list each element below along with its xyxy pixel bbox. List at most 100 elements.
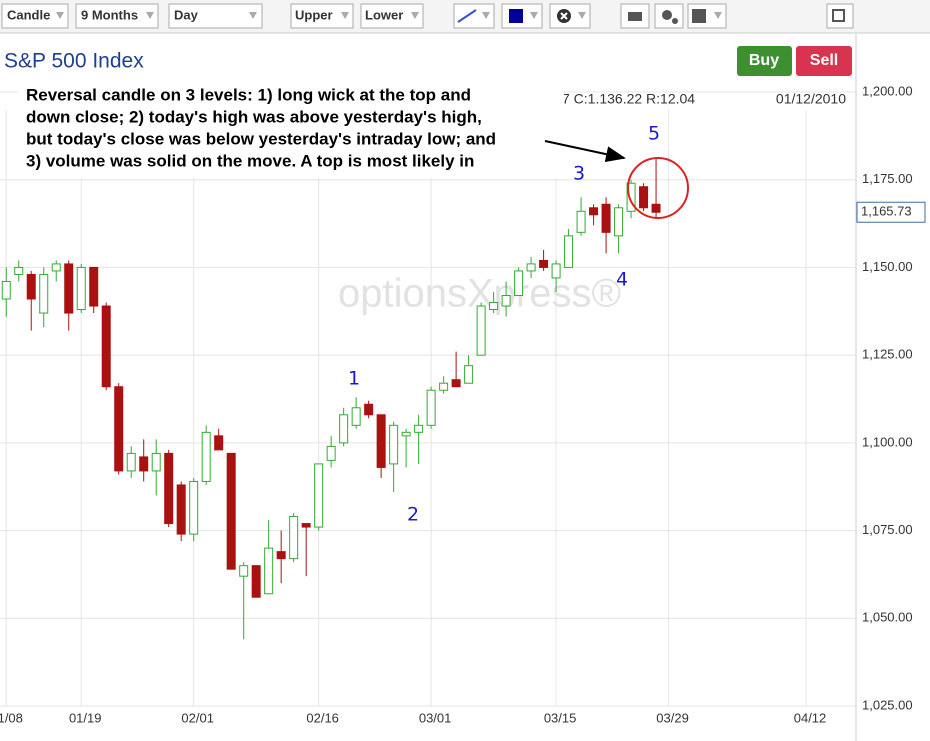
- button-label: Sell: [810, 52, 838, 69]
- candle-body: [539, 259, 549, 268]
- candle-body: [114, 386, 124, 472]
- candle-body: [151, 452, 161, 472]
- x-tick-label: 03/29: [656, 710, 689, 725]
- candle-body: [1, 280, 11, 300]
- candle-body: [239, 565, 249, 577]
- quote-date: 01/12/2010: [776, 91, 846, 107]
- annotation-line: 3) volume was solid on the move. A top i…: [26, 151, 474, 170]
- dropdown-label: Candle: [7, 7, 50, 22]
- candle-body: [264, 547, 274, 595]
- chart-title: S&P 500 Index: [4, 50, 144, 73]
- x-tick-label: 02/16: [306, 710, 339, 725]
- candle-body: [476, 305, 486, 356]
- candle-body: [426, 389, 436, 426]
- y-tick-label: 1,100.00: [862, 434, 913, 449]
- x-tick-label: 04/12: [794, 710, 827, 725]
- save-button[interactable]: [687, 3, 727, 29]
- dropdown-label: Lower: [365, 7, 403, 22]
- candle-body: [26, 273, 36, 300]
- candle-body: [76, 266, 86, 311]
- annotation-number: 2: [407, 504, 419, 526]
- candle-body: [326, 445, 336, 461]
- toolbar: Candle 9 Months Day Upper Lower: [0, 0, 930, 34]
- dropdown[interactable]: Day: [168, 3, 263, 29]
- candle-body: [14, 266, 24, 275]
- annotation-line: down close; 2) today's high was above ye…: [26, 107, 482, 126]
- y-tick-label: 1,125.00: [862, 347, 913, 362]
- annotation-line: but today's close was below yesterday's …: [26, 129, 496, 148]
- dropdown-label: 9 Months: [81, 7, 138, 22]
- y-tick-label: 1,050.00: [862, 610, 913, 625]
- candle-body: [251, 565, 261, 598]
- candle-body: [39, 273, 49, 314]
- x-tick-label: 01/19: [69, 710, 102, 725]
- annotation-number: 5: [648, 123, 660, 145]
- quote-info: 7 C:1.136.22 R:12.04: [562, 91, 695, 107]
- buy-button[interactable]: Buy: [737, 46, 792, 76]
- candle-body: [551, 263, 561, 279]
- candle-body: [389, 424, 399, 465]
- candle-body: [314, 463, 324, 528]
- y-tick-label: 1,200.00: [862, 83, 913, 98]
- candle-body: [226, 452, 236, 570]
- candle-body: [526, 263, 536, 272]
- candle-body: [464, 365, 474, 384]
- last-price-label: 1,165.73: [861, 204, 912, 219]
- x-tick-label: 03/01: [419, 710, 452, 725]
- y-tick-label: 1,150.00: [862, 259, 913, 274]
- candle-body: [639, 186, 649, 209]
- sell-button[interactable]: Sell: [796, 46, 852, 76]
- candle-body: [164, 452, 174, 525]
- dropdown[interactable]: Upper: [290, 3, 354, 29]
- annotation-line: Reversal candle on 3 levels: 1) long wic…: [26, 85, 471, 104]
- y-tick-label: 1,025.00: [862, 697, 913, 712]
- candle-body: [601, 203, 611, 233]
- x-tick-label: 02/01: [181, 710, 214, 725]
- candle-body: [364, 403, 374, 416]
- candle-body: [414, 424, 424, 433]
- candle-body: [501, 294, 511, 307]
- candle-body: [189, 480, 199, 535]
- candle-body: [301, 523, 311, 528]
- candle-body: [651, 203, 661, 213]
- button-label: Buy: [749, 52, 779, 69]
- y-tick-label: 1,075.00: [862, 522, 913, 537]
- candle-body: [626, 182, 636, 212]
- color-tool[interactable]: [501, 3, 543, 29]
- y-tick-label: 1,175.00: [862, 171, 913, 186]
- candle-body: [139, 456, 149, 472]
- dropdown-label: Day: [174, 7, 199, 22]
- x-tick-label: 03/15: [544, 710, 577, 725]
- settings-button[interactable]: [654, 3, 684, 29]
- print-button[interactable]: [620, 3, 650, 29]
- candle-body: [589, 207, 599, 216]
- annotation-circle: [627, 157, 689, 219]
- candle-body: [126, 452, 136, 472]
- candle-body: [101, 305, 111, 388]
- dropdown[interactable]: Candle: [1, 3, 69, 29]
- candle-body: [276, 551, 286, 560]
- draw-tool[interactable]: [453, 3, 495, 29]
- annotation-number: 4: [616, 269, 628, 291]
- annotation-number: 3: [573, 163, 585, 185]
- last-price-box: [856, 201, 926, 223]
- candle-body: [564, 235, 574, 268]
- candle-body: [351, 407, 361, 426]
- candle-body: [201, 431, 211, 482]
- x-tick-label: 1/08: [0, 710, 23, 725]
- candle-body: [339, 414, 349, 444]
- candle-body: [576, 210, 586, 233]
- candle-body: [289, 516, 299, 560]
- candle-body: [489, 302, 499, 311]
- candle-body: [451, 379, 461, 388]
- dropdown[interactable]: 9 Months: [75, 3, 159, 29]
- dropdown[interactable]: Lower: [360, 3, 424, 29]
- candle-body: [89, 266, 99, 307]
- annotation-arrow: [544, 140, 626, 163]
- clear-tool[interactable]: [549, 3, 591, 29]
- candle-body: [401, 431, 411, 437]
- popout-button[interactable]: [826, 3, 854, 29]
- candle-body: [514, 270, 524, 296]
- candle-body: [439, 382, 449, 391]
